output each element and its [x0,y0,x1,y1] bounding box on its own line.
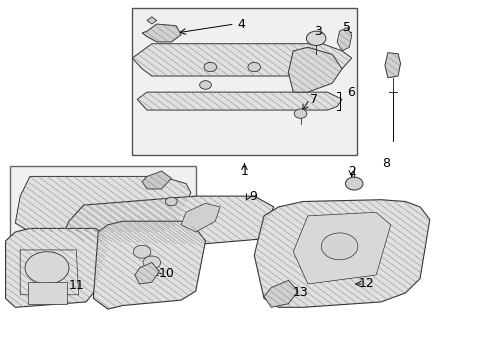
Text: 8: 8 [381,157,389,170]
Polygon shape [147,17,157,24]
Polygon shape [64,196,273,244]
Ellipse shape [321,233,357,260]
Circle shape [203,62,216,72]
Circle shape [199,81,211,89]
Circle shape [143,256,160,269]
Polygon shape [142,171,171,189]
Polygon shape [137,92,341,110]
Text: 1: 1 [240,165,248,177]
Text: 13: 13 [292,287,308,300]
Polygon shape [254,200,429,307]
Polygon shape [5,228,108,307]
Text: 11: 11 [68,279,84,292]
Text: 7: 7 [310,93,318,106]
Circle shape [345,177,362,190]
Circle shape [294,109,306,118]
Ellipse shape [25,252,69,284]
Polygon shape [142,24,181,42]
Text: 10: 10 [158,267,174,280]
Circle shape [165,197,177,206]
Text: 4: 4 [237,18,244,31]
Polygon shape [293,212,390,284]
Polygon shape [135,262,159,284]
Bar [10,166,195,241]
Polygon shape [384,53,400,78]
Polygon shape [264,280,298,307]
Polygon shape [132,44,351,76]
Text: 9: 9 [249,190,257,203]
Polygon shape [181,203,220,232]
Text: 2: 2 [347,165,355,177]
Polygon shape [288,47,341,92]
Text: 12: 12 [358,278,373,291]
Text: 5: 5 [342,21,350,34]
Polygon shape [336,28,351,51]
Circle shape [306,31,325,45]
Text: 6: 6 [346,86,354,99]
Text: 3: 3 [313,25,321,38]
Bar [132,8,356,155]
Polygon shape [15,176,190,232]
Circle shape [133,245,151,258]
Polygon shape [27,282,66,304]
Polygon shape [93,221,205,309]
Circle shape [247,62,260,72]
